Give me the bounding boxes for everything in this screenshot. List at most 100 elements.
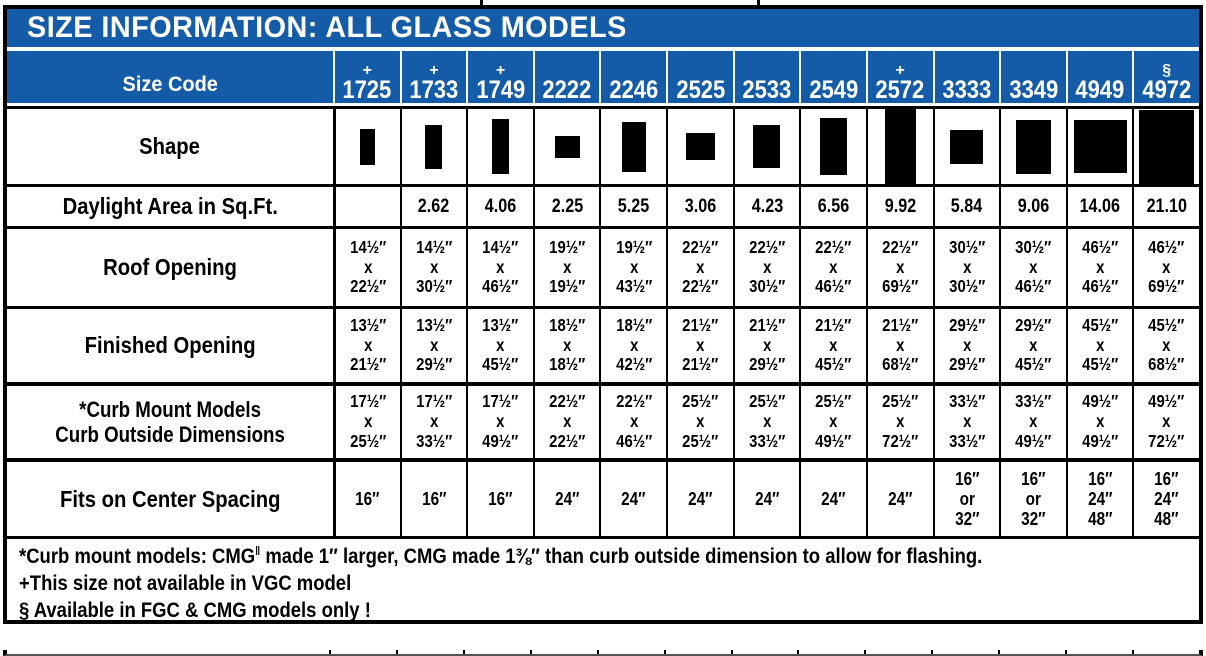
col-header-2572: +2572 <box>865 51 933 103</box>
roof-cell-2533: 22½″ x 30½″ <box>732 229 800 306</box>
spacing-cell-4949: 16″ 24″ 48″ <box>1065 462 1133 536</box>
shape-glyph <box>554 135 580 158</box>
row-roof-opening: Roof Opening 14½″ x 22½″ 14½″ x 30½″ 14½… <box>7 226 1199 306</box>
spacing-cell-3333: 16″ or 32″ <box>932 462 1000 536</box>
footnote-section-mark: § Available in FGC & CMG models only ! <box>19 598 371 622</box>
shape-cell-4949 <box>1065 109 1133 184</box>
row-shape-label-cell: Shape <box>139 133 201 159</box>
finished-cell-1733: 13½″ x 29½″ <box>399 309 467 382</box>
daylight-cell-2222: 2.25 <box>532 187 600 226</box>
roof-cell-1749: 14½″ x 46½″ <box>466 229 533 306</box>
daylight-cell-2533: 4.23 <box>732 187 800 226</box>
spacing-cell-1733: 16″ <box>399 462 467 536</box>
daylight-cell-2549: 6.56 <box>799 187 866 226</box>
table-title: SIZE INFORMATION: ALL GLASS MODELS <box>27 11 627 44</box>
col-header-4949: 4949 <box>1065 51 1133 103</box>
col-header-2525: 2525 <box>666 51 733 103</box>
spacing-cell-2533: 24″ <box>732 462 800 536</box>
roof-cell-3349: 30½″ x 46½″ <box>999 229 1066 306</box>
finished-cell-2222: 18½″ x 18½″ <box>532 309 600 382</box>
curb-cell-4972: 49½″ x 72½″ <box>1132 386 1199 458</box>
finished-cell-2246: 18½″ x 42½″ <box>599 309 666 382</box>
shape-cell-2549 <box>799 109 866 184</box>
spacing-cell-2525: 24″ <box>666 462 733 536</box>
col-header-1725: +1725 <box>333 51 400 103</box>
shape-cell-2246 <box>599 109 666 184</box>
col-header-2549: 2549 <box>799 51 866 103</box>
daylight-cell-2525: 3.06 <box>666 187 733 226</box>
table-title-bar: SIZE INFORMATION: ALL GLASS MODELS <box>7 9 1199 51</box>
finished-cell-4949: 45½″ x 45½″ <box>1065 309 1133 382</box>
curb-cell-2572: 25½″ x 72½″ <box>865 386 933 458</box>
curb-cell-2222: 22½″ x 22½″ <box>532 386 600 458</box>
curb-cell-2246: 22½″ x 46½″ <box>599 386 666 458</box>
daylight-cell-2246: 5.25 <box>599 187 666 226</box>
daylight-cell-3333: 5.84 <box>932 187 1000 226</box>
shape-cell-1733 <box>399 109 467 184</box>
shape-cell-3333 <box>932 109 1000 184</box>
col-header-1733: +1733 <box>399 51 467 103</box>
divider-mark <box>757 0 760 5</box>
shape-cell-1749 <box>466 109 533 184</box>
spacing-cell-1749: 16″ <box>466 462 533 536</box>
spacing-cell-2549: 24″ <box>799 462 866 536</box>
shape-glyph <box>425 124 443 169</box>
row-daylight-area: Daylight Area in Sq.Ft. 2.62 4.06 2.25 5… <box>7 184 1199 226</box>
shape-glyph <box>621 121 646 172</box>
spacing-cell-1725: 16″ <box>333 462 400 536</box>
finished-cell-3349: 29½″ x 45½″ <box>999 309 1066 382</box>
row-center-spacing: Fits on Center Spacing 16″ 16″ 16″ 24″ 2… <box>7 462 1199 536</box>
roof-cell-3333: 30½″ x 30½″ <box>932 229 1000 306</box>
roof-cell-1725: 14½″ x 22½″ <box>333 229 400 306</box>
roof-cell-2572: 22½″ x 69½″ <box>865 229 933 306</box>
shape-cell-2222 <box>532 109 600 184</box>
footnote-curb-mount: *Curb mount models: CMG‖ made 1″ larger,… <box>19 545 983 568</box>
daylight-cell-1725 <box>333 187 400 226</box>
row-spacing-label-cell: Fits on Center Spacing <box>59 485 281 512</box>
footnote-marker: + <box>895 62 905 79</box>
shape-glyph <box>820 118 848 175</box>
row-daylight-label-cell: Daylight Area in Sq.Ft. <box>62 193 278 219</box>
spacing-cell-2222: 24″ <box>532 462 600 536</box>
curb-cell-2533: 25½″ x 33½″ <box>732 386 800 458</box>
finished-cell-1725: 13½″ x 21½″ <box>333 309 400 382</box>
col-header-4972: § 4972 <box>1132 51 1199 103</box>
divider-mark <box>480 0 483 5</box>
spacing-cell-2246: 24″ <box>599 462 666 536</box>
roof-cell-4972: 46½″ x 69½″ <box>1132 229 1199 306</box>
col-header-1749: +1749 <box>466 51 533 103</box>
shape-glyph <box>1015 119 1051 174</box>
roof-cell-2525: 22½″ x 22½″ <box>666 229 733 306</box>
col-header-2246: 2246 <box>599 51 666 103</box>
shape-glyph <box>950 129 984 164</box>
roof-cell-2222: 19½″ x 19½″ <box>532 229 600 306</box>
row-shape: Shape <box>7 106 1199 184</box>
footnotes-section: *Curb mount models: CMG‖ made 1″ larger,… <box>7 536 1199 622</box>
size-code-label: Size Code <box>122 73 218 96</box>
daylight-cell-2572: 9.92 <box>865 187 933 226</box>
roof-cell-2246: 19½″ x 43½″ <box>599 229 666 306</box>
footnote-marker: + <box>429 62 439 79</box>
footnote-plus: +This size not available in VGC model <box>19 571 352 595</box>
finished-cell-1749: 13½″ x 45½″ <box>466 309 533 382</box>
daylight-cell-1733: 2.62 <box>399 187 467 226</box>
size-table: SIZE INFORMATION: ALL GLASS MODELS Size … <box>3 5 1203 624</box>
cropped-row-below <box>3 650 1203 656</box>
row-finished-opening: Finished Opening 13½″ x 21½″ 13½″ x 29½″… <box>7 306 1199 382</box>
shape-cell-1725 <box>333 109 400 184</box>
shape-cell-2533 <box>732 109 800 184</box>
col-header-2533: 2533 <box>732 51 800 103</box>
shape-glyph <box>685 133 715 160</box>
shape-cell-2572 <box>865 109 933 184</box>
daylight-cell-1749: 4.06 <box>466 187 533 226</box>
row-curb-mount: *Curb Mount Models Curb Outside Dimensio… <box>7 382 1199 462</box>
curb-cell-2549: 25½″ x 49½″ <box>799 386 866 458</box>
curb-cell-3333: 33½″ x 33½″ <box>932 386 1000 458</box>
finished-cell-2525: 21½″ x 21½″ <box>666 309 733 382</box>
shape-glyph <box>492 119 510 174</box>
shape-cell-2525 <box>666 109 733 184</box>
footnote-marker: + <box>495 62 506 79</box>
size-code-header-row: Size Code +1725 +1733 +1749 2222 2246 25… <box>7 51 1199 103</box>
row-curb-label-cell: *Curb Mount Models Curb Outside Dimensio… <box>55 396 285 447</box>
col-header-2222: 2222 <box>532 51 600 103</box>
